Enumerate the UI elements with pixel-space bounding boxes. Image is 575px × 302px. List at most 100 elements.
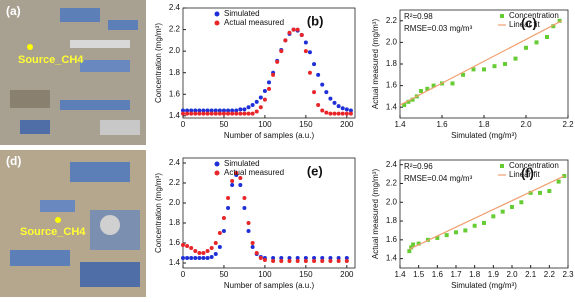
annotation: RMSE=0.04 mg/m³ (404, 174, 473, 183)
plot-frame (182, 157, 356, 269)
point (226, 196, 231, 200)
y-tick-label: 2.2 (386, 16, 398, 25)
y-tick-label: 2.2 (169, 178, 181, 187)
point (189, 108, 194, 113)
point (205, 111, 210, 116)
point (482, 67, 486, 72)
satellite-image-a: (a) Source_CH4 (0, 0, 146, 145)
chart: 1.4 1.5 1.6 1.7 1.8 1.9 2.0 2.1 2.2 2.3 1.4 1.6 1.8 2… (371, 159, 574, 290)
point (431, 83, 436, 88)
point (217, 111, 222, 116)
point (303, 40, 308, 45)
point (185, 108, 190, 113)
point (234, 111, 239, 116)
source-label: Source_CH4 (18, 54, 84, 66)
y-tick-label: 2.4 (386, 160, 398, 169)
point (291, 27, 296, 32)
point (344, 259, 349, 263)
x-tick-label: 1.8 (469, 270, 481, 279)
y-axis-label: Concentration (mg/m³) (154, 23, 163, 103)
point (320, 256, 325, 260)
x-tick-label: 1.6 (436, 120, 448, 129)
point (344, 107, 349, 112)
point (197, 111, 202, 116)
x-axis-label: Simulated (mg/m³) (451, 281, 517, 290)
point (181, 108, 185, 113)
chart: 0 50 100 150 200 1.4 1.6 1.8 2.0 2.2 2.4 Number of … (154, 157, 356, 290)
panel-label: (b) (307, 13, 324, 28)
x-tick-label: 1.4 (394, 120, 406, 129)
point (189, 111, 194, 116)
point (197, 108, 202, 113)
point (238, 176, 243, 180)
y-tick-label: 1.6 (169, 89, 181, 98)
x-tick-label: 1.8 (478, 120, 490, 129)
point (482, 220, 486, 225)
point (246, 221, 251, 225)
point (242, 196, 247, 200)
point (491, 214, 496, 219)
point (262, 97, 267, 102)
x-tick-label: 2.0 (506, 270, 518, 279)
point (407, 249, 412, 254)
x-axis-label: Number of samples (a.u.) (224, 131, 315, 140)
point (328, 259, 333, 263)
x-tick-label: 1.4 (394, 270, 406, 279)
point (250, 111, 255, 116)
point (279, 256, 284, 260)
point (254, 109, 259, 114)
point (435, 235, 440, 240)
point (181, 256, 185, 260)
x-tick-label: 2.1 (525, 270, 537, 279)
point (254, 251, 259, 255)
legend-swatch (500, 14, 504, 18)
point (320, 108, 325, 113)
y-tick-label: 2.2 (169, 25, 181, 34)
point (258, 256, 263, 260)
point (254, 99, 259, 104)
y-tick-label: 2.0 (169, 46, 181, 55)
y-tick-label: 1.8 (169, 68, 181, 77)
point (262, 258, 267, 262)
point (193, 249, 198, 253)
x-tick-label: 1.6 (432, 270, 444, 279)
point (238, 107, 243, 112)
legend-swatch (214, 170, 220, 176)
point (406, 99, 411, 104)
point (513, 56, 518, 61)
point (287, 259, 292, 263)
point (332, 111, 337, 116)
point (312, 62, 317, 67)
point (201, 251, 206, 255)
point (213, 241, 218, 245)
point (279, 259, 284, 263)
point (271, 72, 276, 77)
point (320, 82, 325, 87)
point (242, 206, 247, 210)
x-tick-label: 0 (181, 120, 186, 129)
legend-swatch (214, 11, 220, 17)
point (205, 249, 210, 253)
point (201, 108, 206, 113)
source-label: Source_CH4 (20, 226, 86, 238)
plot-frame (182, 7, 356, 119)
x-tick-label: 0 (181, 270, 186, 279)
legend-label: Linear fit (509, 170, 540, 179)
point (500, 209, 505, 214)
point (328, 96, 333, 101)
legend-swatch (214, 20, 220, 26)
point (419, 89, 423, 93)
point (454, 230, 458, 235)
point (538, 190, 542, 195)
point (181, 243, 185, 247)
point (348, 111, 353, 116)
y-tick-label: 1.8 (386, 216, 398, 225)
point (344, 256, 349, 260)
point (250, 241, 255, 245)
point (312, 256, 317, 260)
satellite-image-d: (d) Source_CH4 (0, 150, 146, 297)
point (238, 183, 243, 187)
point (246, 105, 251, 110)
point (250, 103, 255, 108)
point (463, 228, 468, 233)
